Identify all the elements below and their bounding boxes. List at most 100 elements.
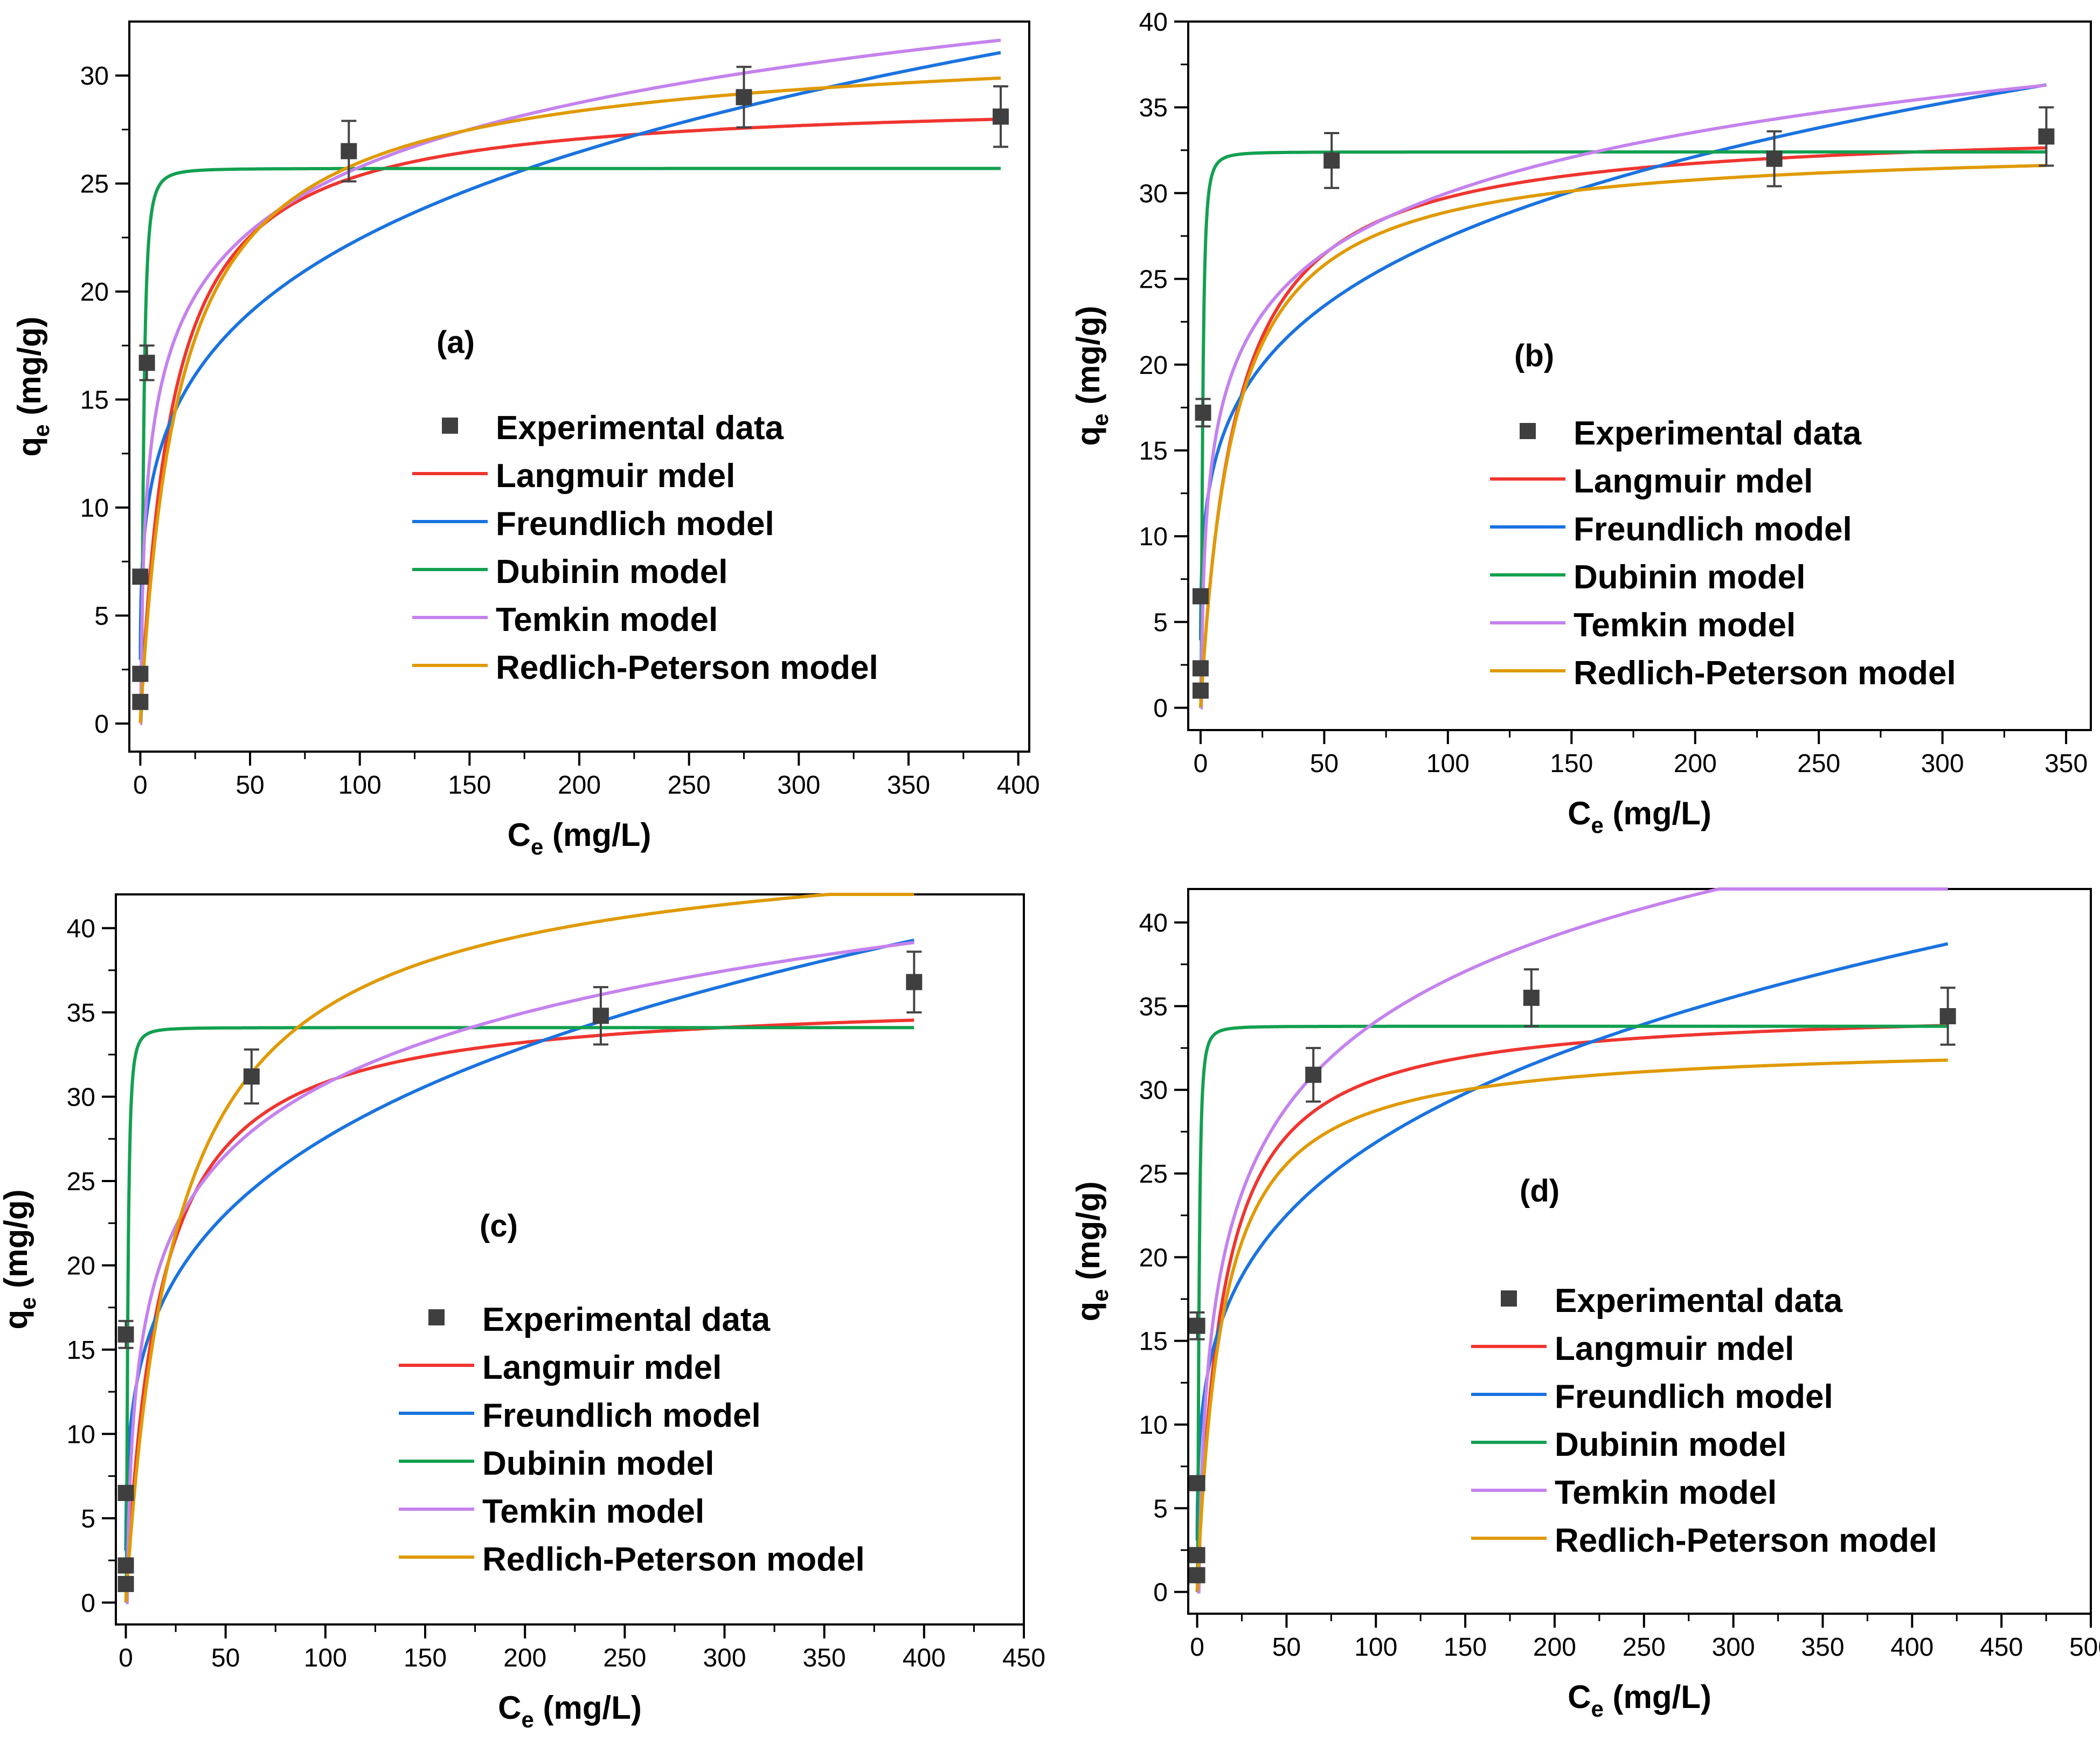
legend-entry: Temkin model: [1555, 1474, 1777, 1511]
x-tick-label: 50: [1310, 749, 1339, 778]
series-line-langmuir-mdel: [124, 1018, 914, 1602]
y-tick-label: 35: [1139, 94, 1168, 122]
data-point: [117, 1484, 134, 1501]
x-axis-title-unit: (mg/L): [534, 1690, 642, 1726]
panel-label: (c): [480, 1209, 518, 1244]
series-line-langmuir-mdel: [138, 117, 1001, 724]
legend-entry: Freundlich model: [496, 505, 774, 543]
y-tick-label: 25: [1139, 1160, 1168, 1189]
x-tick-label: 200: [1674, 749, 1717, 778]
x-tick-label: 200: [558, 771, 601, 800]
legend-entry: Redlich-Peterson model: [1574, 655, 1956, 692]
data-point: [736, 89, 752, 106]
x-tick-label: 100: [1354, 1633, 1397, 1662]
x-tick-label: 300: [703, 1644, 746, 1672]
legend-entry: Langmuir mdel: [496, 457, 735, 495]
y-tick-label: 20: [1139, 1244, 1168, 1272]
x-tick-label: 250: [668, 771, 711, 800]
plot-frame: [1187, 20, 2092, 731]
chart-panel-c: 0 50 100 150 200 250 300 350 400 450 0 5 10 15 20 25 30 3…: [0, 893, 1045, 1732]
series-line-dubinin-model: [124, 1026, 914, 1605]
series-line-freundlich-model: [124, 939, 914, 1551]
data-point: [138, 355, 155, 371]
x-tick-label: 250: [1623, 1633, 1666, 1662]
data-point: [2038, 128, 2055, 145]
series-line-temkin-model: [1200, 84, 2047, 710]
series-line-freundlich-model: [138, 51, 1001, 660]
legend-marker: [1501, 1290, 1517, 1307]
legend-entry: Dubinin model: [482, 1445, 715, 1482]
data-point: [1192, 682, 1209, 699]
data-point: [243, 1068, 260, 1085]
data-point: [1189, 1317, 1205, 1334]
y-tick-label: 5: [94, 602, 109, 630]
x-axis-title-unit: (mg/L): [1604, 1679, 1711, 1715]
y-tick-label: 5: [81, 1505, 95, 1533]
series-line-redlich-peterson-model: [138, 76, 1001, 724]
data-point: [1305, 1066, 1322, 1083]
data-point: [592, 1008, 609, 1024]
x-tick-label: 350: [803, 1644, 846, 1672]
y-axis-title-main: q: [11, 437, 47, 457]
y-tick-label: 0: [81, 1589, 95, 1617]
y-tick-label: 15: [67, 1336, 95, 1365]
x-tick-label: 0: [133, 771, 148, 800]
y-tick-label: 10: [1139, 523, 1168, 551]
x-tick-label: 150: [404, 1644, 447, 1672]
series-line-temkin-model: [125, 941, 914, 1605]
x-axis-title-sub: e: [1591, 1696, 1604, 1721]
legend-entry: Experimental data: [496, 409, 784, 447]
legend-entry: Langmuir mdel: [482, 1349, 722, 1386]
y-axis-title-unit: (mg/g): [11, 317, 47, 425]
y-tick-label: 35: [1139, 992, 1168, 1021]
x-tick-label: 500: [2069, 1633, 2100, 1662]
data-point: [117, 1557, 134, 1574]
data-point: [1323, 152, 1340, 169]
y-axis-title-sub: e: [29, 424, 54, 436]
x-axis-title-sub: e: [522, 1707, 534, 1732]
y-axis-title-unit: (mg/g): [0, 1190, 34, 1297]
legend-entry: Dubinin model: [496, 553, 728, 591]
y-tick-label: 20: [67, 1252, 95, 1280]
y-tick-label: 5: [1153, 608, 1168, 637]
x-axis-title: Ce (mg/L): [498, 1690, 642, 1732]
y-tick-label: 10: [80, 494, 109, 523]
y-axis-title: qe (mg/g): [11, 317, 54, 457]
x-axis-title-main: C: [1568, 1679, 1591, 1715]
y-tick-label: 40: [67, 915, 95, 943]
panel-label: (b): [1514, 338, 1554, 373]
series-line-dubinin-model: [139, 166, 1001, 725]
y-tick-label: 25: [80, 170, 109, 199]
y-tick-label: 10: [1139, 1411, 1168, 1440]
y-tick-label: 35: [67, 999, 95, 1027]
x-axis-title-main: C: [508, 817, 531, 853]
data-point: [132, 568, 149, 585]
x-tick-label: 50: [211, 1644, 240, 1672]
x-tick-label: 50: [235, 771, 264, 800]
y-axis-title: qe (mg/g): [1070, 306, 1113, 446]
data-point: [117, 1575, 134, 1592]
series-line-redlich-peterson-model: [1199, 164, 2047, 708]
x-tick-label: 100: [304, 1644, 347, 1672]
series-line-redlich-peterson-model: [1195, 1058, 1948, 1592]
legend-entry: Experimental data: [1555, 1282, 1843, 1320]
x-axis-title-sub: e: [1591, 813, 1604, 838]
y-axis-title-sub: e: [1087, 1289, 1113, 1301]
series-line-temkin-model: [1197, 887, 1948, 1594]
y-tick-label: 15: [1139, 437, 1168, 466]
series-line-redlich-peterson-model: [124, 893, 914, 1602]
legend-marker: [428, 1309, 445, 1325]
plot-frame: [1187, 888, 2092, 1615]
data-point: [132, 665, 149, 682]
data-point: [1195, 404, 1211, 421]
legend-entry: Temkin model: [482, 1493, 704, 1530]
data-point: [1766, 150, 1783, 167]
data-point: [117, 1326, 134, 1343]
y-axis-title-main: q: [0, 1310, 34, 1330]
y-axis-title-main: q: [1070, 426, 1106, 446]
x-axis-title-main: C: [1568, 795, 1591, 831]
series-line-freundlich-model: [1199, 83, 2047, 641]
x-tick-label: 250: [603, 1644, 646, 1672]
x-tick-label: 350: [887, 771, 930, 800]
